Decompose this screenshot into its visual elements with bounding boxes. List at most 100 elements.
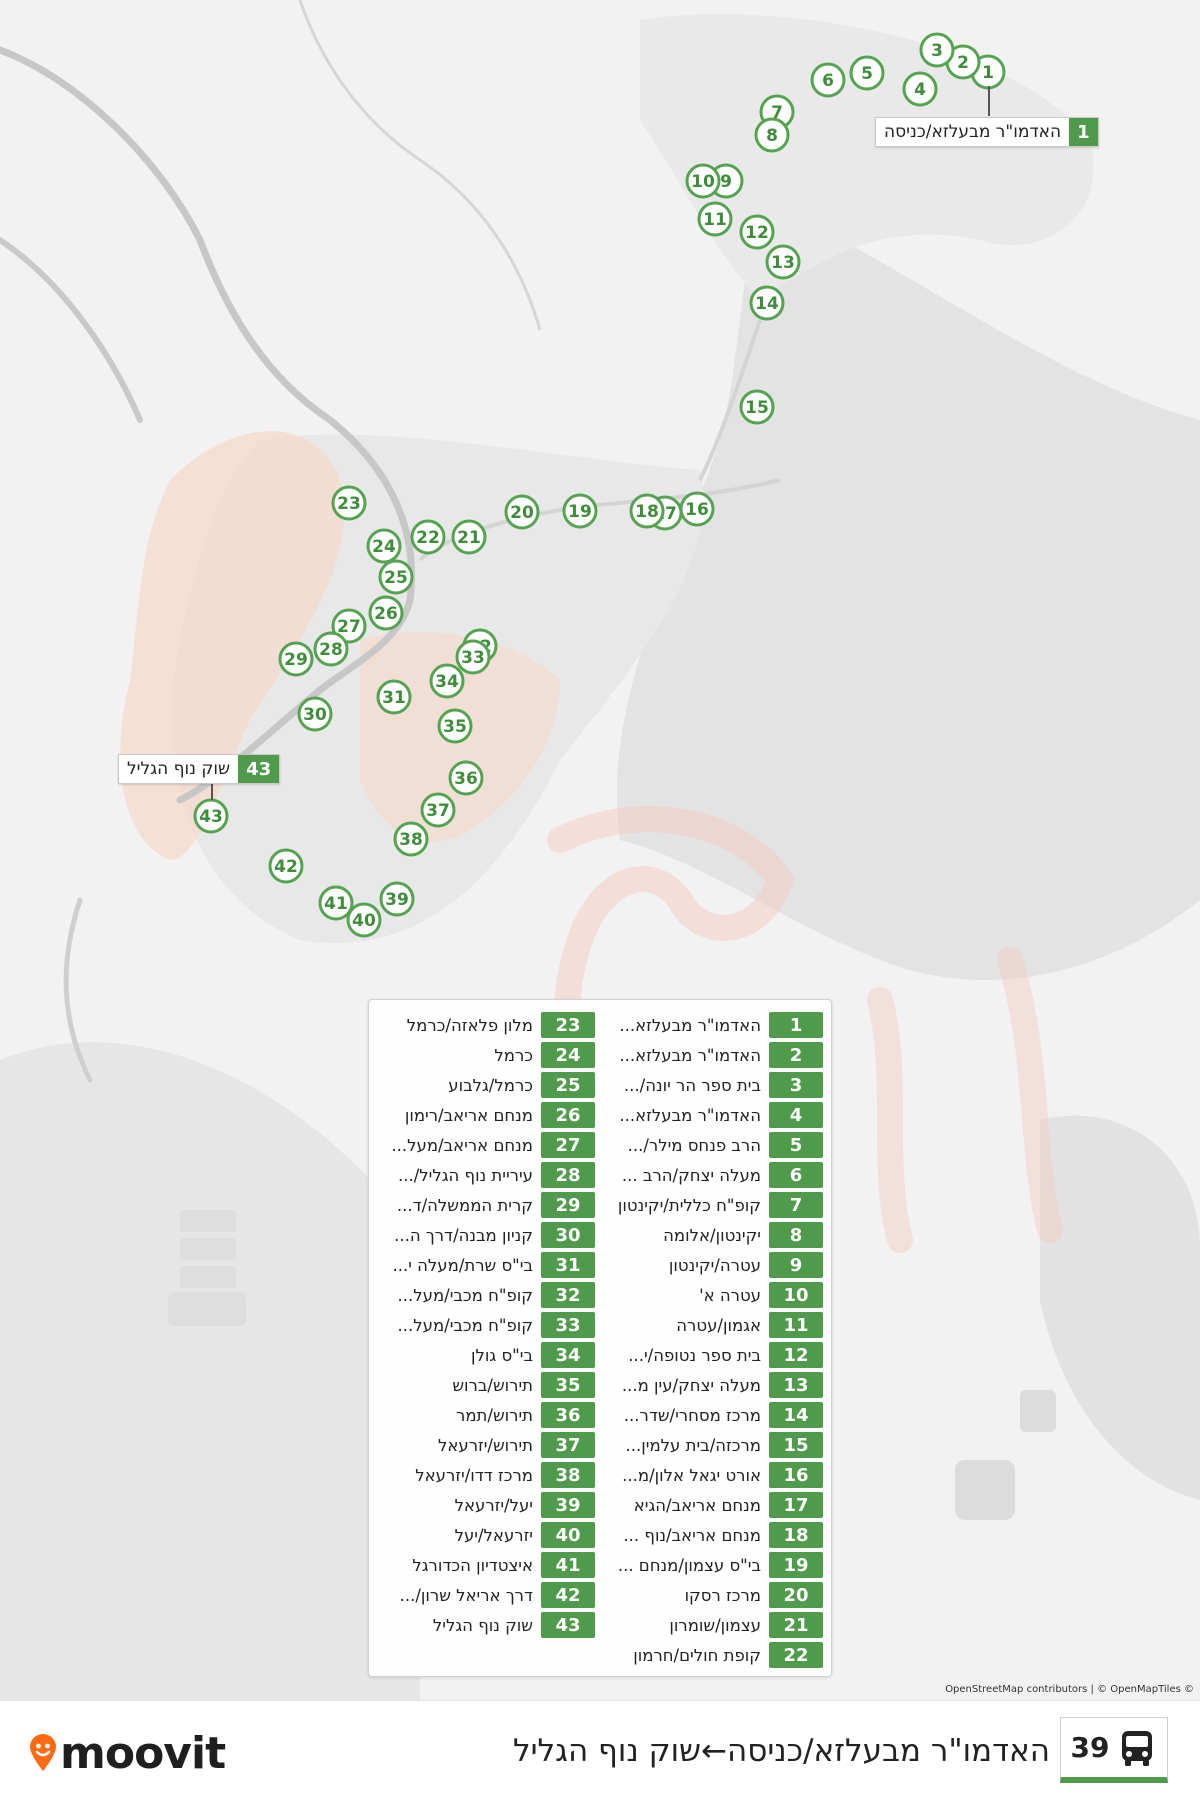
stop-list-item[interactable]: האדמו"ר מבעלזא... 2 xyxy=(601,1040,823,1070)
stop-marker[interactable]: 41 xyxy=(318,885,354,921)
stop-list-item[interactable]: בי"ס עצמון/מנחם ... 19 xyxy=(601,1550,823,1580)
stop-marker[interactable]: 42 xyxy=(268,848,304,884)
stop-marker[interactable]: 39 xyxy=(379,881,415,917)
end-stop-callout[interactable]: שוק נוף הגליל 43 xyxy=(118,754,281,784)
stop-list-item[interactable]: איצטדיון הכדורגל 41 xyxy=(373,1550,595,1580)
stop-list-item[interactable]: שוק נוף הגליל 43 xyxy=(373,1610,595,1640)
stop-list-item[interactable]: מעלה יצחק/עין מ... 13 xyxy=(601,1370,823,1400)
stop-marker[interactable]: 8 xyxy=(754,117,790,153)
stop-marker[interactable]: 16 xyxy=(679,491,715,527)
stop-list-item[interactable]: תירוש/תמר 36 xyxy=(373,1400,595,1430)
stop-list-item[interactable]: כרמל/גלבוע 25 xyxy=(373,1070,595,1100)
stop-marker[interactable]: 23 xyxy=(331,485,367,521)
stop-marker-number: 19 xyxy=(568,502,592,522)
stop-list-name: אגמון/עטרה xyxy=(676,1315,761,1335)
stop-list-item[interactable]: מרכז מסחרי/שדר... 14 xyxy=(601,1400,823,1430)
stop-marker[interactable]: 3 xyxy=(919,32,955,68)
stop-list-item[interactable]: יקינטון/אלומה 8 xyxy=(601,1220,823,1250)
map-canvas[interactable]: 1234567891011121314151617181920212223242… xyxy=(0,0,1200,1700)
stop-marker[interactable]: 26 xyxy=(368,595,404,631)
stop-marker[interactable]: 12 xyxy=(739,214,775,250)
stop-list-item[interactable]: בית ספר נטופה/י... 12 xyxy=(601,1340,823,1370)
stop-list-item[interactable]: תירוש/יזרעאל 37 xyxy=(373,1430,595,1460)
route-badge[interactable]: 39 xyxy=(1060,1717,1168,1783)
route-stop-markers[interactable]: 1234567891011121314151617181920212223242… xyxy=(193,32,1006,938)
stop-list-item[interactable]: מרכז רסקו 20 xyxy=(601,1580,823,1610)
stop-list-item[interactable]: תירוש/ברוש 35 xyxy=(373,1370,595,1400)
stop-list-item[interactable]: דרך אריאל שרון/... 42 xyxy=(373,1580,595,1610)
stop-list-number: 9 xyxy=(769,1252,823,1278)
stop-list-item[interactable]: מנחם אריאב/מעל... 27 xyxy=(373,1130,595,1160)
stop-list-item[interactable]: האדמו"ר מבעלזא... 1 xyxy=(601,1010,823,1040)
stop-list-item[interactable]: מעלה יצחק/הרב ... 6 xyxy=(601,1160,823,1190)
stop-list-item[interactable]: קופת חולים/חרמון 22 xyxy=(601,1640,823,1670)
stop-marker[interactable]: 30 xyxy=(297,696,333,732)
stop-marker[interactable]: 37 xyxy=(420,792,456,828)
stop-list-item[interactable]: מנחם אריאב/הגיא 17 xyxy=(601,1490,823,1520)
stop-marker[interactable]: 43 xyxy=(193,798,229,834)
moovit-logo[interactable]: moovit xyxy=(28,1728,226,1779)
stop-list-item[interactable]: מנחם אריאב/נוף ... 18 xyxy=(601,1520,823,1550)
stop-marker[interactable]: 40 xyxy=(346,902,382,938)
stop-marker[interactable]: 18 xyxy=(629,493,665,529)
stop-marker[interactable]: 14 xyxy=(749,285,785,321)
stop-list-item[interactable]: עצמון/שומרון 21 xyxy=(601,1610,823,1640)
stop-marker[interactable]: 19 xyxy=(562,493,598,529)
stop-marker-circle xyxy=(410,519,446,555)
stop-list-number: 40 xyxy=(541,1522,595,1548)
stop-marker[interactable]: 36 xyxy=(448,760,484,796)
stop-list-item[interactable]: האדמו"ר מבעלזא... 4 xyxy=(601,1100,823,1130)
stop-list-item[interactable]: מנחם אריאב/רימון 26 xyxy=(373,1100,595,1130)
stop-list-item[interactable]: אורט יגאל אלון/מ... 16 xyxy=(601,1460,823,1490)
stop-marker[interactable]: 35 xyxy=(437,708,473,744)
stop-list-item[interactable]: בית ספר הר יונה/... 3 xyxy=(601,1070,823,1100)
stop-list-item[interactable]: עטרה/יקינטון 9 xyxy=(601,1250,823,1280)
stop-marker[interactable]: 6 xyxy=(810,62,846,98)
stop-list-item[interactable]: אגמון/עטרה 11 xyxy=(601,1310,823,1340)
stop-list-item[interactable]: יעל/יזרעאל 39 xyxy=(373,1490,595,1520)
stop-marker[interactable]: 11 xyxy=(697,201,733,237)
stop-list-item[interactable]: יזרעאל/יעל 40 xyxy=(373,1520,595,1550)
route-map[interactable]: 1 2 3 4 5 6 7 8 9 10 11 12 13 14 15 16 17 18 19 20 21 22 23 24 2… xyxy=(0,0,1200,1700)
stop-list-item[interactable]: קופ"ח כללית/יקינטון 7 xyxy=(601,1190,823,1220)
stop-list-item[interactable]: בי"ס שרת/מעלה י... 31 xyxy=(373,1250,595,1280)
stop-marker[interactable]: 38 xyxy=(393,821,429,857)
watermark xyxy=(997,947,1063,1243)
stop-marker[interactable]: 31 xyxy=(376,679,412,715)
stop-marker[interactable]: 24 xyxy=(366,528,402,564)
start-stop-callout[interactable]: האדמו"ר מבעלזא/כניסה 1 xyxy=(875,117,1099,147)
stop-list-item[interactable]: קניון מבנה/דרך ה... 30 xyxy=(373,1220,595,1250)
stop-marker[interactable]: 5 xyxy=(849,55,885,91)
stop-marker[interactable]: 22 xyxy=(410,519,446,555)
stop-list-item[interactable]: מלון פלאזה/כרמל 23 xyxy=(373,1010,595,1040)
stop-list-item[interactable]: קופ"ח מכבי/מעל... 33 xyxy=(373,1310,595,1340)
stop-marker[interactable]: 13 xyxy=(765,244,801,280)
stop-list-item[interactable]: עיריית נוף הגליל/... 28 xyxy=(373,1160,595,1190)
stop-list-item[interactable]: מרכז דדו/יזרעאל 38 xyxy=(373,1460,595,1490)
stop-list-item[interactable]: בי"ס גולן 34 xyxy=(373,1340,595,1370)
stop-marker[interactable]: 25 xyxy=(378,559,414,595)
stop-marker[interactable]: 15 xyxy=(739,389,775,425)
map-attribution[interactable]: OpenStreetMap contributors | © OpenMapTi… xyxy=(945,1684,1194,1695)
stop-marker[interactable]: 34 xyxy=(429,663,465,699)
stop-marker[interactable]: 20 xyxy=(504,494,540,530)
stop-list-item[interactable]: קופ"ח מכבי/מעל... 32 xyxy=(373,1280,595,1310)
stop-marker[interactable]: 29 xyxy=(278,641,314,677)
stop-list-number: 10 xyxy=(769,1282,823,1308)
stop-list-item[interactable]: כרמל 24 xyxy=(373,1040,595,1070)
stop-list-item[interactable]: מרכזה/בית עלמין... 15 xyxy=(601,1430,823,1460)
stop-marker[interactable]: 21 xyxy=(451,519,487,555)
stop-marker[interactable]: 28 xyxy=(313,631,349,667)
stop-marker[interactable]: 4 xyxy=(902,71,938,107)
stop-list-item[interactable]: הרב פנחס מילר/... 5 xyxy=(601,1130,823,1160)
stop-marker[interactable]: 27 xyxy=(331,608,367,644)
stop-list-number: 34 xyxy=(541,1342,595,1368)
stop-marker[interactable]: 33 xyxy=(455,639,491,675)
stop-list-item[interactable]: קרית הממשלה/ד... 29 xyxy=(373,1190,595,1220)
stop-marker-circle xyxy=(313,631,349,667)
stop-marker[interactable]: 10 xyxy=(685,163,721,199)
stop-list-name: הרב פנחס מילר/... xyxy=(627,1135,761,1155)
stops-column-right: האדמו"ר מבעלזא... 1 האדמו"ר מבעלזא... 2 בית … xyxy=(601,1010,823,1670)
stop-list-item[interactable]: עטרה א' 10 xyxy=(601,1280,823,1310)
stop-marker-circle xyxy=(379,881,415,917)
